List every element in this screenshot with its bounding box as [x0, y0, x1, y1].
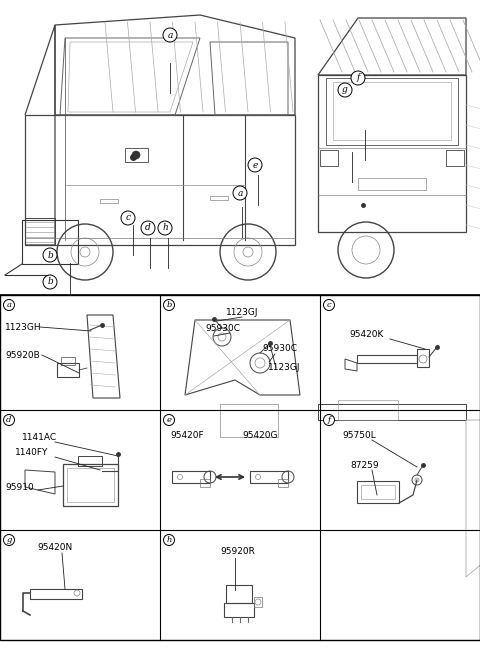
Bar: [100, 199, 118, 203]
Text: h: h: [166, 536, 172, 544]
Bar: [250, 471, 288, 483]
Circle shape: [3, 299, 14, 310]
Text: h: h: [162, 224, 168, 233]
Circle shape: [164, 299, 175, 310]
Bar: [224, 603, 254, 617]
Bar: [357, 355, 417, 363]
Circle shape: [324, 299, 335, 310]
Bar: [357, 481, 399, 503]
Text: b: b: [166, 301, 172, 309]
Text: 95420F: 95420F: [170, 431, 204, 440]
Circle shape: [43, 275, 57, 289]
Text: a: a: [237, 188, 243, 198]
Text: 95920B: 95920B: [5, 351, 40, 359]
Circle shape: [164, 535, 175, 546]
Circle shape: [163, 28, 177, 42]
Circle shape: [164, 415, 175, 426]
Bar: [254, 597, 262, 607]
Text: d: d: [145, 224, 151, 233]
Text: d: d: [6, 416, 12, 424]
Bar: [63, 464, 118, 506]
Bar: [226, 585, 252, 603]
Text: 95920R: 95920R: [220, 547, 255, 556]
Bar: [210, 196, 228, 200]
Text: f: f: [327, 416, 331, 424]
Bar: [361, 485, 395, 499]
Text: 95420N: 95420N: [37, 543, 72, 552]
Text: e: e: [167, 416, 171, 424]
Text: 95930C: 95930C: [205, 324, 240, 333]
Text: a: a: [7, 301, 12, 309]
Text: 95930C: 95930C: [262, 344, 297, 353]
Bar: [446, 150, 464, 166]
Circle shape: [324, 415, 335, 426]
Bar: [30, 589, 82, 599]
Circle shape: [338, 83, 352, 97]
Bar: [172, 471, 210, 483]
Text: 1140FY: 1140FY: [15, 448, 48, 457]
Text: 95750L: 95750L: [342, 431, 376, 440]
Text: c: c: [125, 213, 131, 222]
Text: b: b: [47, 278, 53, 286]
Text: 95910: 95910: [5, 483, 34, 492]
Bar: [278, 479, 288, 487]
Text: 87259: 87259: [350, 461, 379, 470]
Text: g: g: [342, 85, 348, 95]
Bar: [78, 456, 102, 466]
Bar: [200, 479, 210, 487]
Bar: [0, 295, 480, 640]
Circle shape: [121, 211, 135, 225]
Text: b: b: [47, 250, 53, 259]
Bar: [61, 357, 75, 365]
Bar: [320, 150, 338, 166]
Circle shape: [141, 221, 155, 235]
Bar: [358, 178, 426, 190]
Text: g: g: [6, 536, 12, 544]
Bar: [67, 468, 114, 502]
Text: f: f: [356, 74, 360, 83]
Circle shape: [351, 71, 365, 85]
Text: 1123GJ: 1123GJ: [268, 363, 300, 372]
Bar: [57, 363, 79, 377]
Circle shape: [3, 535, 14, 546]
Circle shape: [3, 415, 14, 426]
Circle shape: [233, 186, 247, 200]
Bar: [417, 349, 429, 367]
Circle shape: [248, 158, 262, 172]
Text: 95420G: 95420G: [242, 431, 277, 440]
Text: 1141AC: 1141AC: [22, 433, 57, 442]
Text: c: c: [326, 301, 331, 309]
Text: a: a: [168, 31, 173, 40]
Circle shape: [43, 248, 57, 262]
Text: 95420K: 95420K: [350, 330, 384, 339]
Text: 1123GJ: 1123GJ: [226, 308, 258, 317]
Text: 1123GH: 1123GH: [5, 323, 42, 331]
Circle shape: [158, 221, 172, 235]
Text: e: e: [252, 160, 258, 170]
Circle shape: [132, 151, 140, 159]
